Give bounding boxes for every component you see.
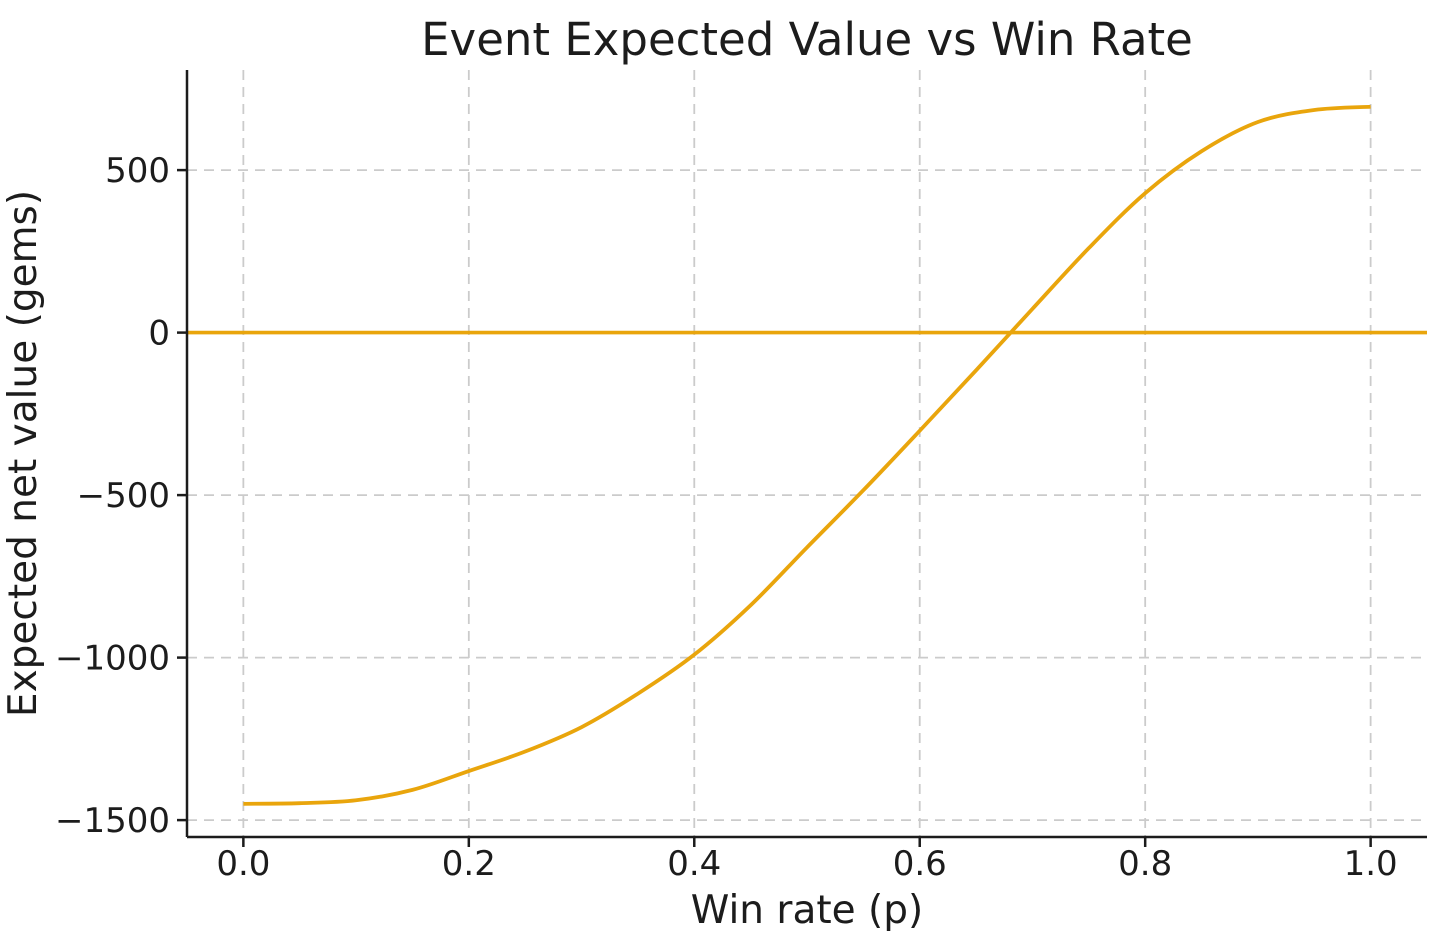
y-tick-label: 500	[105, 151, 170, 191]
x-tick-label: 0.4	[667, 844, 721, 884]
x-tick-label: 0.0	[216, 844, 270, 884]
x-tick-label: 0.6	[893, 844, 947, 884]
x-axis-label: Win rate (p)	[691, 888, 923, 933]
x-tick-label: 1.0	[1344, 844, 1398, 884]
y-tick-label: 0	[148, 314, 170, 354]
y-tick-label: −500	[77, 476, 170, 516]
y-tick-label: −1000	[55, 639, 170, 679]
expected-net-value-curve	[243, 104, 1371, 806]
y-axis-label: Expected net value (gems)	[1, 190, 46, 717]
x-tick-label: 0.8	[1118, 844, 1172, 884]
chart-title: Event Expected Value vs Win Rate	[421, 13, 1193, 66]
y-tick-label: −1500	[55, 801, 170, 841]
x-tick-label: 0.2	[442, 844, 496, 884]
